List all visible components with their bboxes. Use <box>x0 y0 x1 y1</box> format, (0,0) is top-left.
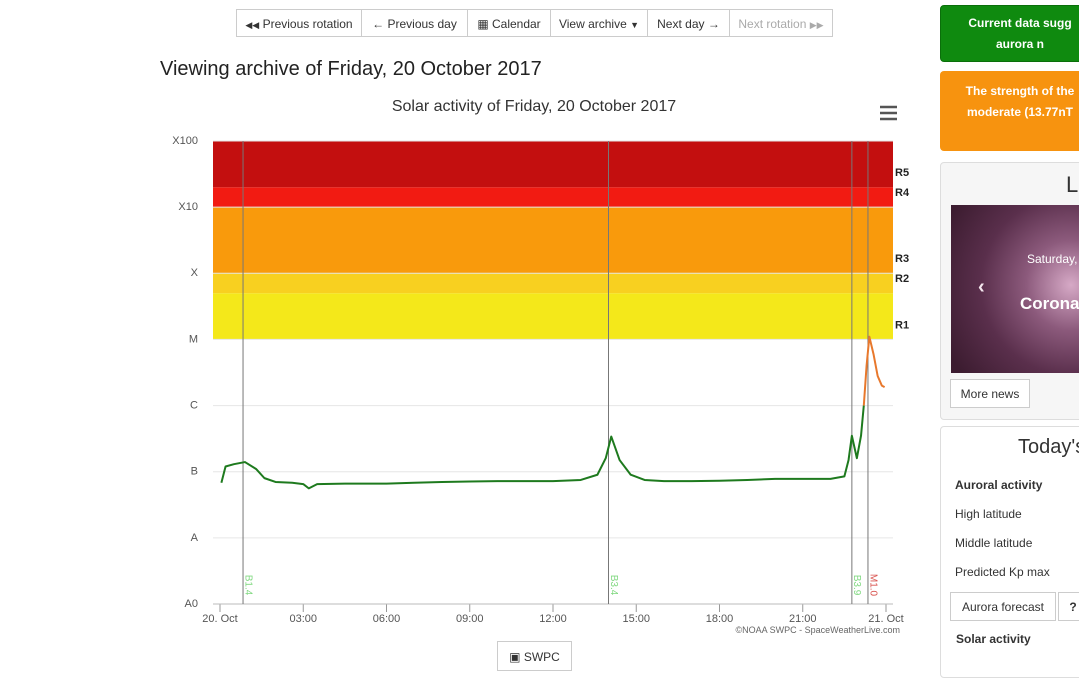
slide-date: Saturday, <box>1027 252 1078 266</box>
table-row: Auroral activity <box>955 478 1043 492</box>
x-tick-label: 18:00 <box>706 613 734 625</box>
news-slide[interactable]: ‹ Saturday, Corona <box>951 205 1079 373</box>
x-tick-label: 20. Oct <box>202 613 237 625</box>
chart-title: Solar activity of Friday, 20 October 201… <box>392 98 676 115</box>
button-label: Next day <box>657 17 705 31</box>
risk-zone <box>213 207 893 274</box>
zone-label: R4 <box>895 187 910 199</box>
flare-label: M1.0 <box>867 574 878 597</box>
section-title: Solar activity <box>956 632 1031 646</box>
alert-text: aurora n <box>995 37 1044 51</box>
today-panel <box>940 426 1079 678</box>
help-button[interactable]: ? <box>1058 592 1079 621</box>
risk-zone <box>213 293 893 340</box>
risk-zone <box>213 141 893 188</box>
more-news-button[interactable]: More news <box>950 379 1030 408</box>
x-tick-label: 21. Oct <box>868 613 903 625</box>
x-tick-label: 12:00 <box>539 613 567 625</box>
button-label: Calendar <box>491 17 541 31</box>
y-tick-label: A0 <box>185 598 198 610</box>
flare-label: B1.4 <box>242 575 253 596</box>
table-row: High latitude <box>955 507 1022 521</box>
previous-rotation-button[interactable]: ◀◀ Previous rotation <box>236 9 362 37</box>
table-row: Middle latitude <box>955 536 1033 550</box>
flare-label: B3.9 <box>851 575 862 596</box>
flux-line <box>220 405 865 490</box>
news-title: La <box>1066 172 1079 197</box>
flare-label: B3.4 <box>608 575 619 596</box>
y-tick-label: M <box>189 333 198 345</box>
button-label: Next rotation <box>738 17 807 31</box>
swpc-button[interactable]: ▣ SWPC <box>497 641 572 671</box>
alert-text: moderate (13.77nT <box>966 105 1074 119</box>
x-tick-label: 09:00 <box>456 613 484 625</box>
today-title: Today's <box>1018 436 1079 458</box>
aurora-alert: Current data sugg aurora n <box>940 5 1079 62</box>
button-label: SWPC <box>523 650 560 664</box>
x-tick-label: 21:00 <box>789 613 817 625</box>
flux-line <box>862 335 886 406</box>
button-label: Previous rotation <box>262 17 353 31</box>
chart-credit: ©NOAA SWPC - SpaceWeatherLive.com <box>735 625 900 635</box>
y-tick-label: C <box>190 399 198 411</box>
x-tick-label: 15:00 <box>622 613 650 625</box>
alert-text: Current data sugg <box>968 16 1072 30</box>
button-label: View archive <box>558 17 627 31</box>
y-tick-label: X100 <box>172 135 198 147</box>
risk-zone <box>213 187 893 208</box>
zone-label: R1 <box>895 319 909 331</box>
y-tick-label: X <box>191 267 199 279</box>
zone-label: R2 <box>895 273 909 285</box>
alert-text: The strength of the <box>965 84 1075 98</box>
menu-icon[interactable] <box>880 105 897 121</box>
zone-label: R5 <box>895 167 909 179</box>
view-archive-button[interactable]: View archive ▼ <box>550 9 648 37</box>
next-day-button[interactable]: Next day → <box>647 9 730 37</box>
zone-label: R3 <box>895 253 909 265</box>
button-label: Previous day <box>387 17 457 31</box>
storm-alert: The strength of the moderate (13.77nT <box>940 71 1079 151</box>
x-tick-label: 03:00 <box>289 613 317 625</box>
page-heading: Viewing archive of Friday, 20 October 20… <box>160 58 542 80</box>
y-tick-label: B <box>191 466 198 478</box>
previous-day-button[interactable]: ← Previous day <box>361 9 468 37</box>
chart: ©NOAA SWPC - SpaceWeatherLive.com R1 R2 R3… <box>172 98 910 635</box>
aurora-forecast-button[interactable]: Aurora forecast <box>950 592 1056 621</box>
next-rotation-button[interactable]: Next rotation ▶▶ <box>729 9 833 37</box>
table-row: Predicted Kp max <box>955 565 1050 579</box>
slide-title: Corona <box>1020 294 1079 313</box>
risk-zone <box>213 273 893 294</box>
x-tick-label: 06:00 <box>373 613 401 625</box>
y-tick-label: X10 <box>178 201 198 213</box>
y-tick-label: A <box>191 532 199 544</box>
